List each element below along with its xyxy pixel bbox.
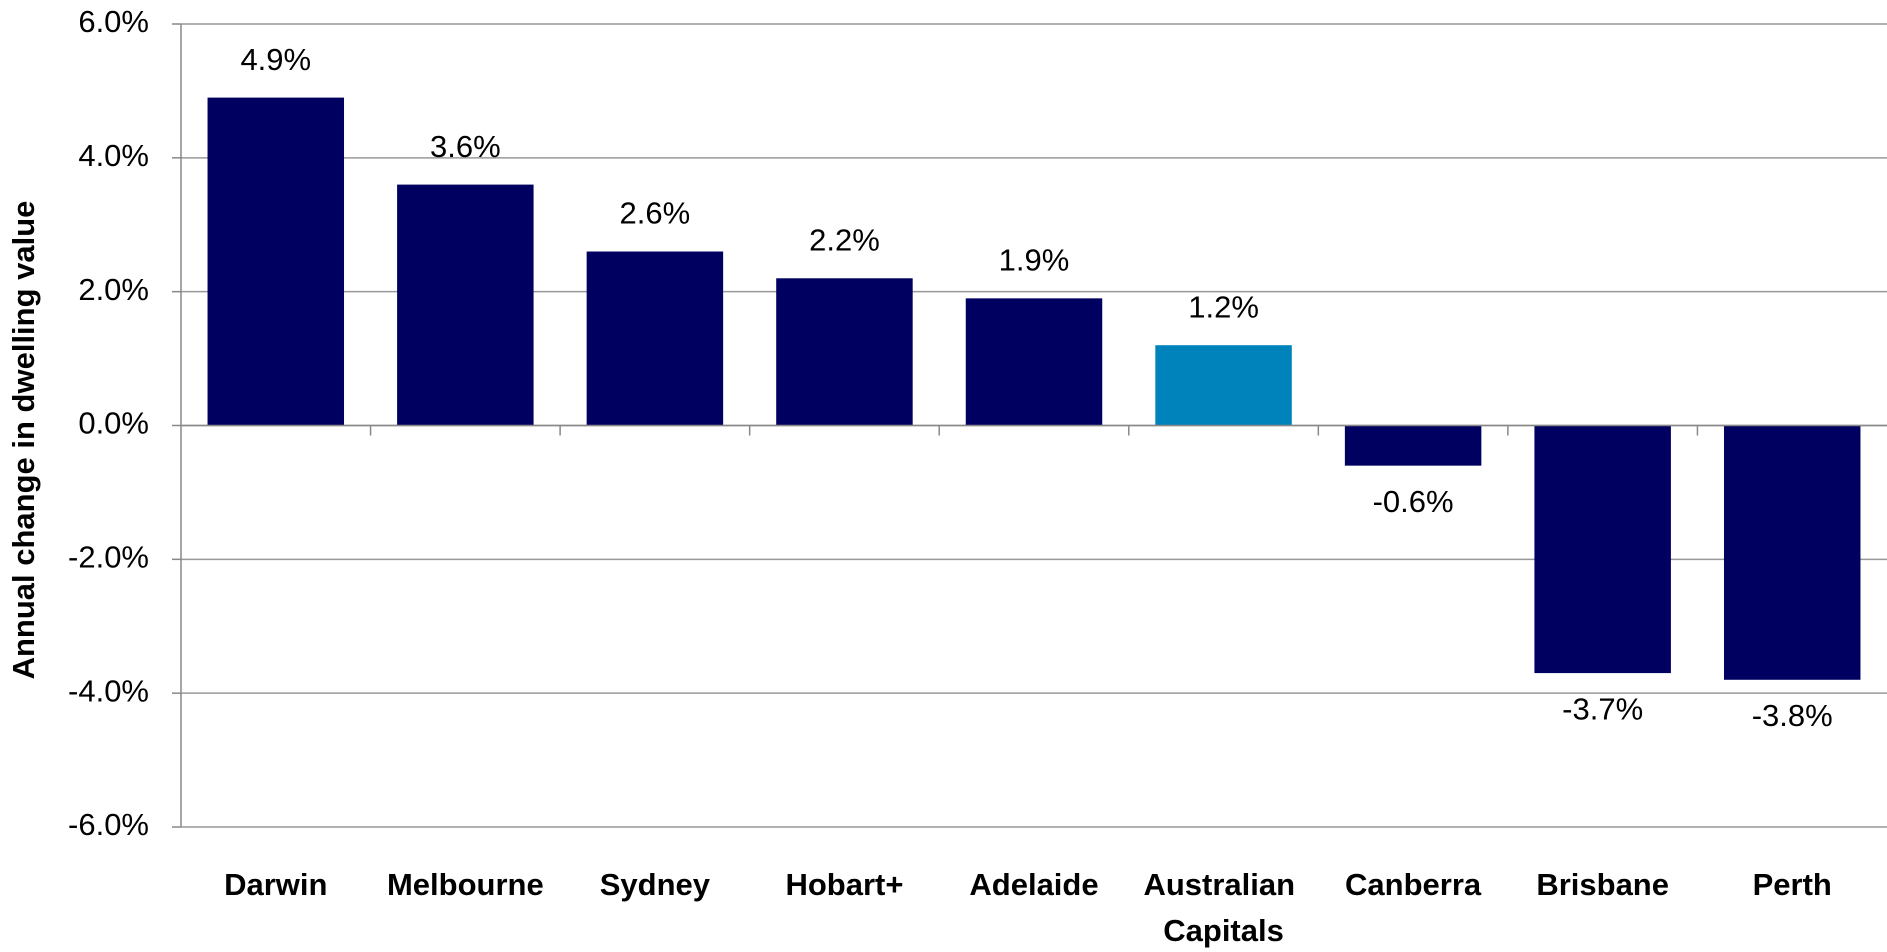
- bar: [1723, 425, 1861, 680]
- y-tick-label: -6.0%: [68, 807, 149, 842]
- x-tick-label: Brisbane: [1536, 867, 1669, 902]
- x-tick-label: Hobart+: [785, 867, 903, 902]
- bar: [397, 184, 534, 426]
- y-tick-label: 6.0%: [78, 4, 149, 39]
- x-tick-label: Adelaide: [969, 867, 1098, 902]
- value-label: 3.6%: [430, 129, 501, 164]
- y-tick-label: 0.0%: [78, 406, 149, 441]
- bar: [1534, 425, 1671, 674]
- value-label: -0.6%: [1373, 484, 1454, 519]
- x-tick-label: Melbourne: [387, 867, 544, 902]
- x-tick-label: Perth: [1753, 867, 1832, 902]
- bar: [586, 251, 724, 426]
- y-tick-label: 2.0%: [78, 272, 149, 307]
- x-tick-label: Canberra: [1345, 867, 1482, 902]
- bar: [1155, 345, 1292, 426]
- bar: [1344, 425, 1482, 466]
- value-label: 1.2%: [1188, 289, 1259, 324]
- bar: [965, 298, 1103, 426]
- bar: [207, 97, 345, 426]
- y-tick-label: -4.0%: [68, 673, 149, 708]
- bar: [776, 278, 913, 426]
- value-label: 1.9%: [999, 243, 1070, 278]
- x-tick-label: Australian Capitals: [1143, 867, 1303, 948]
- x-tick-label: Darwin: [224, 867, 327, 902]
- value-label: -3.7%: [1562, 691, 1643, 726]
- value-label: 2.6%: [620, 196, 691, 231]
- value-label: 4.9%: [240, 42, 311, 77]
- value-label: -3.8%: [1752, 698, 1833, 733]
- y-axis-title: Annual change in dwelling value: [6, 201, 41, 680]
- y-tick-label: -2.0%: [68, 540, 149, 575]
- y-tick-label: 4.0%: [78, 138, 149, 173]
- x-tick-label: Sydney: [600, 867, 711, 902]
- value-label: 2.2%: [809, 222, 880, 257]
